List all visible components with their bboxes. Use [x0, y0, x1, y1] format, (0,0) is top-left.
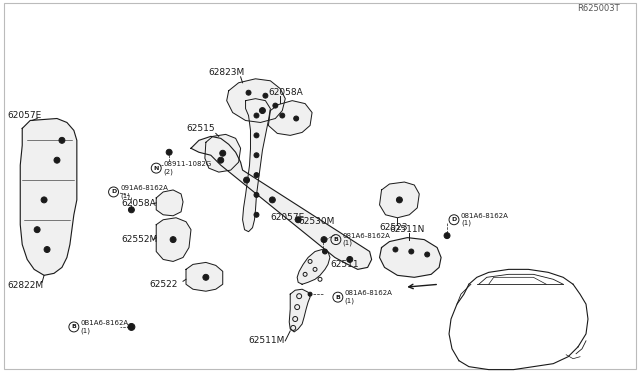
Circle shape [308, 292, 312, 296]
Text: 62511M: 62511M [248, 336, 285, 345]
Circle shape [254, 192, 259, 198]
Circle shape [321, 237, 327, 243]
Circle shape [254, 173, 259, 177]
Circle shape [246, 90, 251, 95]
Polygon shape [289, 289, 310, 332]
Circle shape [220, 150, 226, 156]
Polygon shape [380, 182, 419, 218]
Circle shape [244, 177, 250, 183]
Polygon shape [156, 190, 183, 216]
Circle shape [280, 113, 285, 118]
Circle shape [203, 274, 209, 280]
Polygon shape [186, 262, 223, 291]
Polygon shape [297, 250, 330, 284]
Circle shape [44, 247, 50, 253]
Text: 62523: 62523 [380, 223, 408, 232]
Text: 62530M: 62530M [298, 217, 335, 226]
Circle shape [254, 212, 259, 217]
Circle shape [393, 247, 398, 252]
Text: B: B [335, 295, 340, 300]
Text: 081A6-8162A
(1): 081A6-8162A (1) [461, 213, 509, 227]
Text: B: B [72, 324, 76, 330]
Circle shape [54, 157, 60, 163]
Polygon shape [205, 134, 241, 172]
Circle shape [128, 324, 135, 330]
Text: 0B1A6-8162A
(1): 0B1A6-8162A (1) [81, 320, 129, 334]
Text: 62057E: 62057E [7, 111, 42, 120]
Text: 62515: 62515 [186, 124, 214, 133]
Circle shape [409, 249, 414, 254]
Polygon shape [156, 218, 191, 262]
Circle shape [170, 237, 176, 243]
Circle shape [294, 116, 299, 121]
Polygon shape [20, 119, 77, 275]
Circle shape [254, 153, 259, 158]
Polygon shape [268, 101, 312, 135]
Text: 62522: 62522 [149, 280, 178, 289]
Text: D: D [111, 189, 116, 195]
Circle shape [323, 249, 328, 254]
Text: 08911-1082G
(2): 08911-1082G (2) [163, 161, 211, 175]
Polygon shape [191, 137, 372, 269]
Circle shape [347, 256, 353, 262]
Text: 62057E: 62057E [270, 213, 305, 222]
Circle shape [295, 217, 301, 223]
Text: 081A6-8162A
(1): 081A6-8162A (1) [345, 291, 393, 304]
Text: B: B [333, 237, 339, 242]
Text: 091A6-8162A
(1): 091A6-8162A (1) [120, 185, 168, 199]
Text: 62058A: 62058A [122, 199, 156, 208]
Text: 62552M: 62552M [122, 235, 157, 244]
Circle shape [166, 149, 172, 155]
Text: N: N [154, 166, 159, 171]
Text: R625003T: R625003T [577, 4, 620, 13]
Circle shape [218, 157, 224, 163]
Circle shape [273, 103, 278, 108]
Circle shape [41, 197, 47, 203]
Circle shape [444, 232, 450, 238]
Text: 62058A: 62058A [268, 88, 303, 97]
Circle shape [254, 133, 259, 138]
Text: 62511N: 62511N [390, 225, 425, 234]
Circle shape [59, 137, 65, 143]
Circle shape [269, 197, 275, 203]
Polygon shape [380, 238, 441, 277]
Circle shape [34, 227, 40, 232]
Polygon shape [227, 79, 285, 122]
Circle shape [254, 113, 259, 118]
Circle shape [425, 252, 429, 257]
Text: 62823M: 62823M [209, 68, 245, 77]
Circle shape [129, 207, 134, 213]
Circle shape [259, 108, 266, 113]
Text: 081A6-8162A
(1): 081A6-8162A (1) [343, 233, 390, 246]
Polygon shape [243, 99, 270, 232]
Text: 62822M: 62822M [7, 281, 44, 290]
Text: D: D [451, 217, 456, 222]
Circle shape [396, 197, 403, 203]
Text: 62511: 62511 [330, 260, 358, 269]
Circle shape [263, 93, 268, 98]
